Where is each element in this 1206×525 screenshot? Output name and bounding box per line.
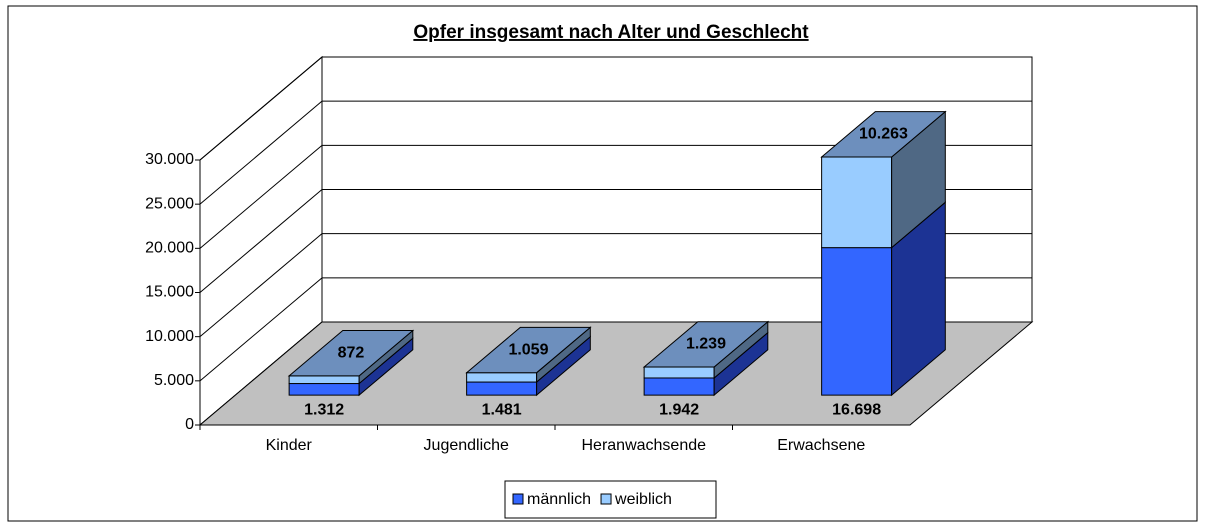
x-tick-label: Jugendliche bbox=[424, 437, 510, 454]
grid-line bbox=[199, 277, 323, 382]
y-tick-label: 30.000 bbox=[145, 151, 194, 168]
grid-line bbox=[199, 100, 323, 205]
bar-top bbox=[465, 326, 592, 374]
bar-top bbox=[642, 321, 770, 368]
bar-front bbox=[643, 366, 715, 379]
y-tick-label: 5.000 bbox=[154, 372, 194, 389]
data-label: 16.698 bbox=[832, 401, 881, 418]
legend-swatch bbox=[600, 493, 612, 505]
data-label: 1.239 bbox=[686, 336, 726, 353]
grid-line bbox=[199, 56, 323, 161]
data-label: 1.942 bbox=[659, 401, 699, 418]
data-label: 1.312 bbox=[304, 401, 344, 418]
x-tick-label: Kinder bbox=[266, 437, 313, 454]
grid-line bbox=[199, 189, 323, 293]
bar-top bbox=[820, 111, 947, 158]
data-label: 1.059 bbox=[508, 341, 548, 358]
y-tick-label: 20.000 bbox=[145, 240, 194, 257]
y-tick-label: 15.000 bbox=[145, 284, 194, 301]
x-tick-label: Heranwachsende bbox=[581, 437, 706, 454]
grid-line bbox=[199, 233, 323, 338]
y-tick-label: 10.000 bbox=[145, 328, 194, 345]
grid-line bbox=[199, 144, 323, 249]
bar-front bbox=[288, 375, 360, 385]
bar-front bbox=[643, 377, 715, 396]
legend-label: weiblich bbox=[614, 491, 672, 508]
data-label: 1.481 bbox=[482, 401, 522, 418]
chart-title: Opfer insgesamt nach Alter und Geschlech… bbox=[413, 22, 809, 43]
x-tick-label: Erwachsene bbox=[777, 437, 865, 454]
legend-label: männlich bbox=[527, 491, 591, 508]
legend-swatch bbox=[512, 493, 524, 505]
y-tick-label: 0 bbox=[185, 416, 194, 433]
data-label: 872 bbox=[338, 344, 365, 361]
data-label: 10.263 bbox=[859, 126, 908, 143]
bar-front bbox=[466, 381, 538, 396]
bar-front bbox=[821, 247, 893, 396]
bar-front bbox=[466, 372, 538, 383]
y-tick-label: 25.000 bbox=[145, 195, 194, 212]
bar-front bbox=[821, 156, 893, 249]
bar-top bbox=[287, 330, 415, 377]
bar-front bbox=[288, 383, 360, 396]
